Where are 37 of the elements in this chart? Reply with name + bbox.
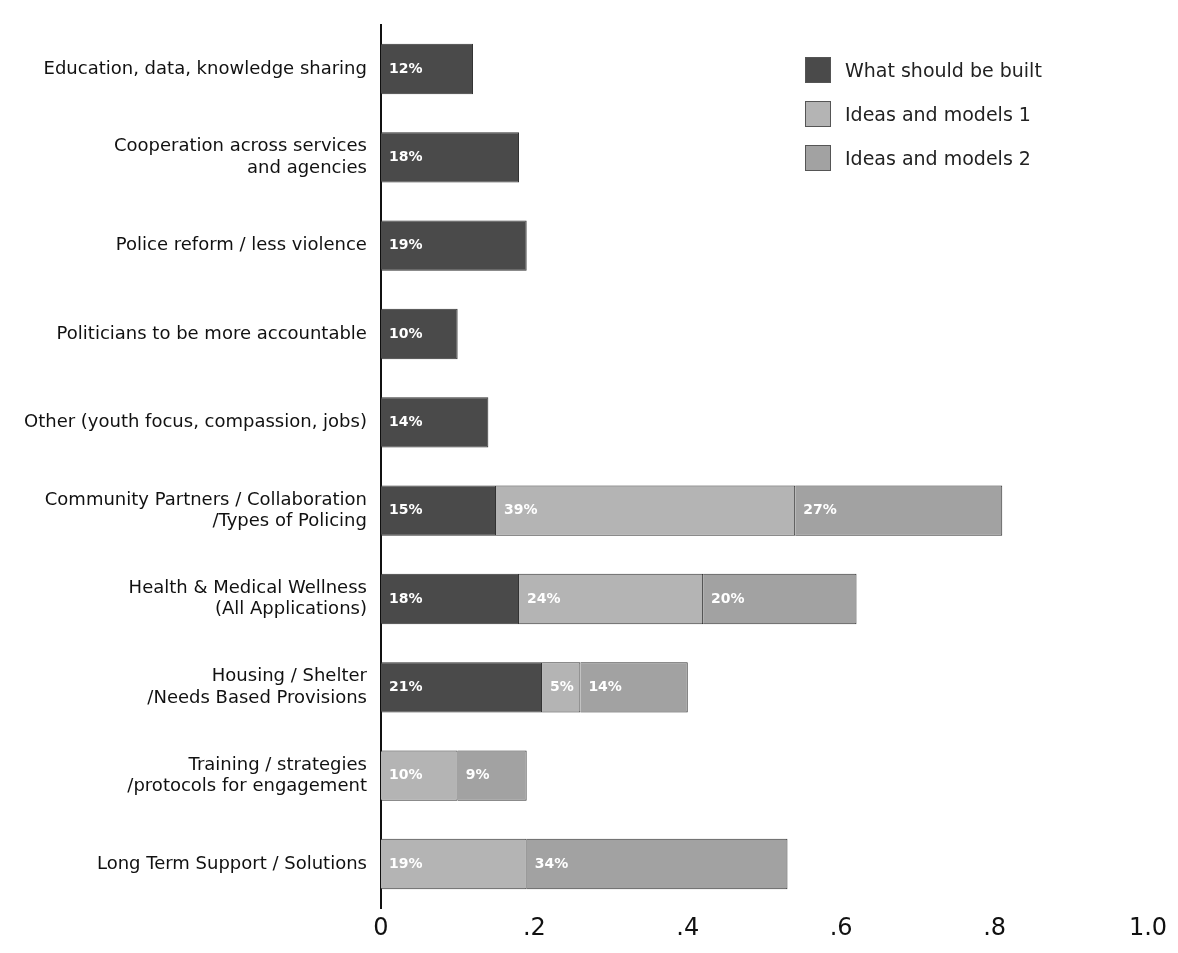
legend-label: Ideas and models 1 bbox=[845, 103, 1031, 125]
data-label: 19% bbox=[388, 236, 423, 253]
x-tick-label: .4 bbox=[676, 912, 700, 941]
data-label: 21% bbox=[388, 677, 423, 694]
y-tick-label: Housing / Shelter /Needs Based Provisions bbox=[147, 664, 368, 707]
y-tick-label: Long Term Support / Solutions bbox=[96, 851, 367, 873]
data-label: 24% bbox=[527, 589, 561, 606]
data-label: 12% bbox=[388, 59, 423, 76]
data-label: 10% bbox=[388, 324, 423, 341]
y-tick-label: Education, data, knowledge sharing bbox=[43, 56, 367, 78]
data-label: 5% bbox=[550, 677, 574, 694]
data-label: 20% bbox=[711, 589, 745, 606]
y-tick-label: Police reform / less violence bbox=[115, 233, 367, 255]
y-tick-label: Community Partners / Collaboration /Types of Policing bbox=[44, 487, 367, 531]
y-tick-label: Health & Medical Wellness (All Applications) bbox=[128, 575, 367, 619]
data-label: 27% bbox=[803, 501, 837, 518]
data-label: 14% bbox=[588, 677, 622, 694]
y-tick-label: Cooperation across services and agencies bbox=[113, 134, 367, 177]
data-label: 14% bbox=[388, 412, 423, 429]
legend-label: What should be built bbox=[845, 59, 1042, 81]
x-tick-label: 0 bbox=[373, 912, 389, 941]
data-label: 34% bbox=[534, 854, 569, 871]
legend-label: Ideas and models 2 bbox=[845, 147, 1031, 169]
data-label: 10% bbox=[388, 766, 423, 783]
x-tick-label: .2 bbox=[522, 912, 546, 941]
x-tick-label: .6 bbox=[829, 912, 853, 941]
data-label: 15% bbox=[388, 501, 423, 518]
y-tick-label: Politicians to be more accountable bbox=[56, 321, 367, 343]
y-tick-label: Training / strategies /protocols for engagement bbox=[127, 752, 367, 796]
data-label: 18% bbox=[388, 147, 423, 164]
x-tick-label: .8 bbox=[983, 912, 1007, 941]
data-label: 19% bbox=[388, 854, 423, 871]
y-tick-label: Other (youth focus, compassion, jobs) bbox=[24, 410, 367, 431]
data-label: 39% bbox=[504, 501, 538, 518]
x-tick-label: 1.0 bbox=[1128, 912, 1168, 941]
data-label: 18% bbox=[388, 589, 423, 606]
data-label: 9% bbox=[465, 766, 490, 783]
